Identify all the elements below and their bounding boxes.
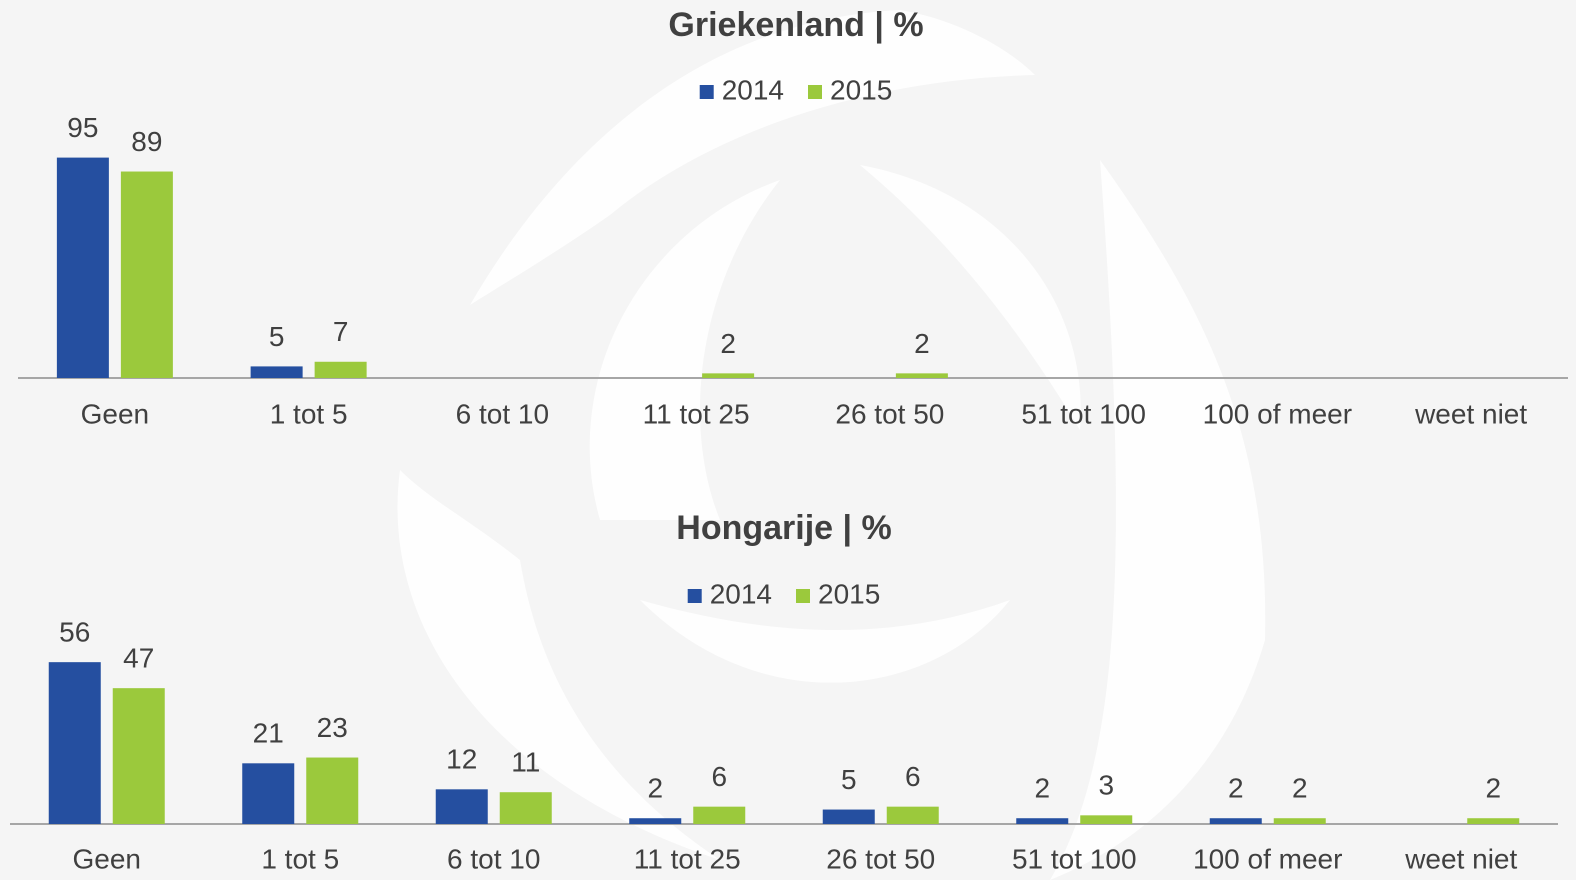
data-label: 7 xyxy=(333,316,349,347)
bar xyxy=(1467,818,1520,824)
x-tick-label: 11 tot 25 xyxy=(634,843,741,874)
bar xyxy=(314,361,367,378)
legend-swatch xyxy=(687,589,702,603)
bar xyxy=(702,373,755,378)
data-label: 47 xyxy=(123,643,154,674)
data-label: 2 xyxy=(720,328,736,359)
data-label: 12 xyxy=(446,744,477,775)
x-tick-label: Geen xyxy=(73,843,142,874)
x-tick-label: 1 tot 5 xyxy=(270,398,348,429)
legend: 2014 2015 xyxy=(687,578,880,609)
x-tick-label: 51 tot 100 xyxy=(1012,843,1137,874)
bar xyxy=(120,171,173,378)
bar xyxy=(56,157,109,378)
legend-swatch xyxy=(796,589,810,603)
x-tick-label: 1 tot 5 xyxy=(261,843,339,874)
x-tick-label: 51 tot 100 xyxy=(1021,398,1146,429)
bar xyxy=(1016,818,1069,824)
x-tick-label: 26 tot 50 xyxy=(835,398,944,429)
bar xyxy=(895,373,948,378)
bar xyxy=(250,366,303,378)
data-label: 2 xyxy=(1485,773,1501,804)
legend-swatch xyxy=(808,85,822,99)
chart-title: Hongarije | % xyxy=(676,509,891,547)
bar xyxy=(112,688,165,824)
chart-title: Griekenland | % xyxy=(668,6,923,44)
bar xyxy=(306,757,359,824)
bar xyxy=(822,809,875,824)
legend-label: 2015 xyxy=(818,578,880,609)
data-label: 11 xyxy=(511,747,540,778)
legend-label: 2014 xyxy=(722,74,784,105)
bar xyxy=(499,792,552,824)
data-label: 2 xyxy=(1292,773,1308,804)
x-tick-label: weet niet xyxy=(1414,398,1527,429)
data-label: 2 xyxy=(1034,773,1050,804)
x-tick-label: 6 tot 10 xyxy=(456,398,549,429)
data-label: 23 xyxy=(317,712,348,743)
x-tick-label: 26 tot 50 xyxy=(826,843,935,874)
data-label: 3 xyxy=(1098,770,1114,801)
bar xyxy=(693,806,746,824)
data-label: 56 xyxy=(59,617,90,648)
data-label: 6 xyxy=(711,761,727,792)
x-tick-label: 100 of meer xyxy=(1193,843,1342,874)
bar xyxy=(48,662,101,824)
data-label: 89 xyxy=(131,126,162,157)
data-label: 2 xyxy=(914,328,930,359)
legend-label: 2014 xyxy=(710,578,772,609)
bar xyxy=(435,789,488,824)
x-tick-label: Geen xyxy=(81,398,150,429)
x-tick-label: 100 of meer xyxy=(1203,398,1352,429)
data-label: 95 xyxy=(67,112,98,143)
bar xyxy=(886,806,939,824)
data-label: 2 xyxy=(1228,773,1244,804)
data-label: 2 xyxy=(647,773,663,804)
legend-label: 2015 xyxy=(830,74,892,105)
watermark xyxy=(397,10,1266,880)
data-label: 21 xyxy=(253,718,284,749)
bar xyxy=(629,818,682,824)
bar xyxy=(242,763,295,824)
bar xyxy=(1209,818,1262,824)
x-tick-label: weet niet xyxy=(1404,843,1517,874)
bar xyxy=(1273,818,1326,824)
legend-swatch xyxy=(699,85,714,99)
data-label: 5 xyxy=(841,764,857,795)
x-tick-label: 11 tot 25 xyxy=(643,398,750,429)
bar xyxy=(1080,815,1133,824)
data-label: 5 xyxy=(269,321,285,352)
legend: 2014 2015 xyxy=(699,74,892,105)
data-label: 6 xyxy=(905,761,921,792)
x-tick-label: 6 tot 10 xyxy=(447,843,540,874)
